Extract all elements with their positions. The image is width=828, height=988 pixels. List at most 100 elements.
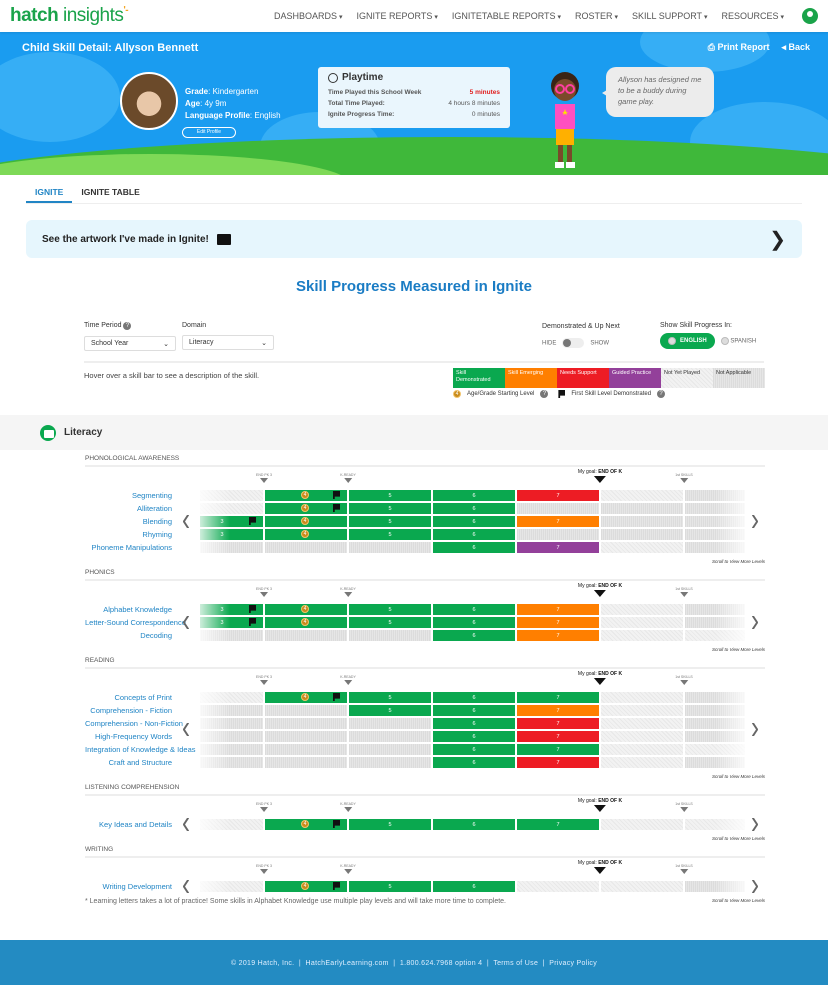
- skill-cell-level-3[interactable]: [200, 503, 263, 514]
- skill-cell-level-3[interactable]: [200, 705, 263, 716]
- skill-cell-level-8[interactable]: [601, 604, 683, 615]
- skill-cell-level-9[interactable]: [685, 731, 745, 742]
- skill-cell-level-8[interactable]: [601, 692, 683, 703]
- skill-cell-level-9[interactable]: [685, 604, 745, 615]
- skill-cell-level-6[interactable]: 6: [433, 529, 515, 540]
- skill-cell-level-7[interactable]: 7: [517, 490, 599, 501]
- skill-cell-level-9[interactable]: [685, 630, 745, 641]
- skill-cell-level-5[interactable]: [349, 542, 431, 553]
- skill-cell-level-6[interactable]: 6: [433, 490, 515, 501]
- skill-cell-level-8[interactable]: [601, 490, 683, 501]
- skill-cell-level-4[interactable]: 4: [265, 604, 347, 615]
- skill-cell-level-7[interactable]: [517, 881, 599, 892]
- footer-link[interactable]: 1.800.624.7968 option 4: [399, 960, 483, 967]
- skill-cell-level-9[interactable]: [685, 705, 745, 716]
- skill-cell-level-6[interactable]: 6: [433, 630, 515, 641]
- domain-select[interactable]: Literacy ⌄: [182, 335, 274, 350]
- skill-cell-level-3[interactable]: [200, 490, 263, 501]
- skill-cell-level-5[interactable]: 5: [349, 881, 431, 892]
- footer-link[interactable]: Privacy Policy: [549, 960, 598, 967]
- skill-cell-level-3[interactable]: [200, 718, 263, 729]
- scroll-right-arrow-icon[interactable]: ›: [751, 709, 759, 747]
- skill-cell-level-8[interactable]: [601, 819, 683, 830]
- skill-cell-level-9[interactable]: [685, 819, 745, 830]
- scroll-right-arrow-icon[interactable]: ›: [751, 865, 759, 904]
- skill-cell-level-3[interactable]: 3: [200, 617, 263, 628]
- skill-cell-level-3[interactable]: 3: [200, 604, 263, 615]
- skill-cell-level-9[interactable]: [685, 490, 745, 501]
- skill-cell-level-4[interactable]: [265, 705, 347, 716]
- skill-name[interactable]: Alliteration: [136, 504, 172, 513]
- skill-cell-level-6[interactable]: 6: [433, 542, 515, 553]
- skill-cell-level-4[interactable]: 4: [265, 503, 347, 514]
- skill-cell-level-9[interactable]: [685, 881, 745, 892]
- scroll-left-arrow-icon[interactable]: ‹: [182, 803, 190, 842]
- skill-name[interactable]: High-Frequency Words: [95, 732, 172, 741]
- skill-cell-level-3[interactable]: 3: [200, 516, 263, 527]
- skill-name[interactable]: Integration of Knowledge & Ideas: [85, 745, 196, 754]
- skill-cell-level-7[interactable]: 7: [517, 705, 599, 716]
- skill-cell-level-3[interactable]: 3: [200, 529, 263, 540]
- skill-name[interactable]: Concepts of Print: [114, 693, 172, 702]
- skill-cell-level-5[interactable]: 5: [349, 692, 431, 703]
- skill-cell-level-7[interactable]: 7: [517, 516, 599, 527]
- skill-cell-level-6[interactable]: 6: [433, 744, 515, 755]
- skill-cell-level-4[interactable]: 4: [265, 881, 347, 892]
- help-icon[interactable]: ?: [540, 390, 549, 398]
- tab-ignite[interactable]: IGNITE: [26, 180, 73, 203]
- skill-cell-level-7[interactable]: 7: [517, 819, 599, 830]
- skill-name[interactable]: Blending: [142, 517, 172, 526]
- skill-cell-level-4[interactable]: 4: [265, 529, 347, 540]
- skill-cell-level-7[interactable]: 7: [517, 731, 599, 742]
- back-link[interactable]: ◂ Back: [781, 42, 810, 52]
- skill-cell-level-5[interactable]: [349, 744, 431, 755]
- skill-name[interactable]: Letter-Sound Correspondence: [85, 618, 186, 627]
- skill-cell-level-4[interactable]: [265, 542, 347, 553]
- skill-cell-level-5[interactable]: 5: [349, 529, 431, 540]
- print-report-link[interactable]: ⎙ Print Report: [707, 42, 770, 52]
- skill-cell-level-7[interactable]: 7: [517, 604, 599, 615]
- skill-name[interactable]: Decoding: [140, 631, 172, 640]
- skill-cell-level-5[interactable]: 5: [349, 516, 431, 527]
- menu-resources[interactable]: RESOURCES: [722, 11, 784, 21]
- skill-name[interactable]: Writing Development: [102, 882, 172, 891]
- skill-cell-level-9[interactable]: [685, 516, 745, 527]
- spanish-radio[interactable]: SPANISH: [720, 337, 756, 345]
- skill-cell-level-7[interactable]: 7: [517, 757, 599, 768]
- skill-cell-level-5[interactable]: [349, 731, 431, 742]
- skill-cell-level-9[interactable]: [685, 692, 745, 703]
- skill-cell-level-7[interactable]: 7: [517, 744, 599, 755]
- scroll-right-arrow-icon[interactable]: ›: [751, 803, 759, 842]
- user-avatar-icon[interactable]: [802, 8, 818, 24]
- skill-cell-level-5[interactable]: [349, 757, 431, 768]
- skill-cell-level-6[interactable]: 6: [433, 881, 515, 892]
- skill-cell-level-9[interactable]: [685, 529, 745, 540]
- skill-cell-level-9[interactable]: [685, 542, 745, 553]
- skill-name[interactable]: Comprehension - Fiction: [90, 706, 172, 715]
- skill-name[interactable]: Alphabet Knowledge: [103, 605, 172, 614]
- english-radio[interactable]: ENGLISH: [660, 333, 715, 349]
- skill-cell-level-3[interactable]: [200, 692, 263, 703]
- skill-name[interactable]: Comprehension - Non-Fiction: [85, 719, 183, 728]
- skill-cell-level-8[interactable]: [601, 503, 683, 514]
- menu-skill-support[interactable]: SKILL SUPPORT: [632, 11, 708, 21]
- skill-cell-level-7[interactable]: [517, 503, 599, 514]
- skill-name[interactable]: Segmenting: [131, 491, 172, 500]
- skill-cell-level-3[interactable]: [200, 731, 263, 742]
- scroll-left-arrow-icon[interactable]: ‹: [182, 709, 190, 747]
- skill-cell-level-6[interactable]: 6: [433, 503, 515, 514]
- skill-cell-level-5[interactable]: 5: [349, 490, 431, 501]
- menu-roster[interactable]: ROSTER: [575, 11, 618, 21]
- skill-cell-level-4[interactable]: [265, 731, 347, 742]
- skill-cell-level-5[interactable]: 5: [349, 503, 431, 514]
- menu-dashboards[interactable]: DASHBOARDS: [274, 11, 342, 21]
- footer-link[interactable]: HatchEarlyLearning.com: [305, 960, 389, 967]
- chevron-right-icon[interactable]: ❯: [769, 228, 786, 251]
- skill-cell-level-8[interactable]: [601, 718, 683, 729]
- skill-cell-level-7[interactable]: 7: [517, 617, 599, 628]
- skill-cell-level-7[interactable]: [517, 529, 599, 540]
- edit-profile-button[interactable]: Edit Profile: [182, 127, 236, 138]
- skill-cell-level-6[interactable]: 6: [433, 692, 515, 703]
- hatch-logo[interactable]: hatch insights'‐: [10, 5, 129, 26]
- skill-cell-level-8[interactable]: [601, 881, 683, 892]
